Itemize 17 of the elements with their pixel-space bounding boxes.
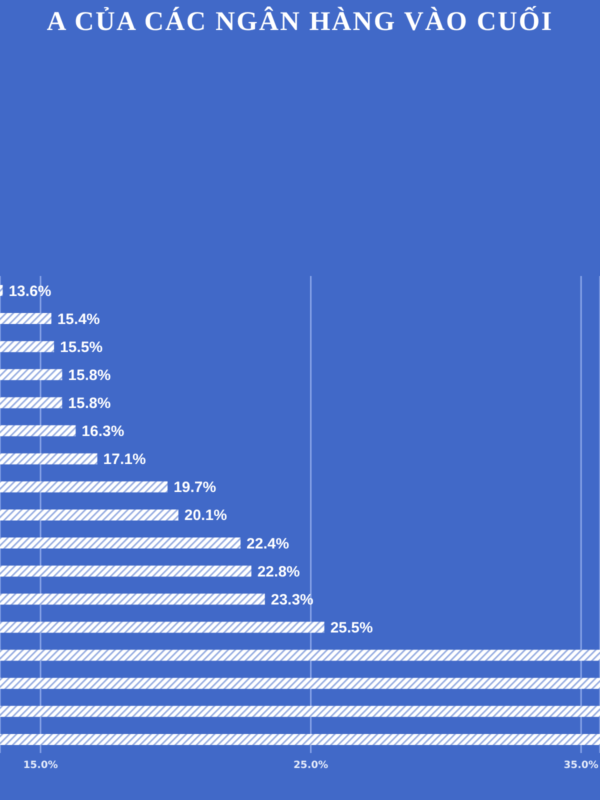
data-label: 16.3% <box>82 423 124 440</box>
data-label: 13.6% <box>8 282 52 300</box>
chart-title: A CỦA CÁC NGÂN HÀNG VÀO CUỐI <box>46 6 554 37</box>
data-label: 15.8% <box>68 394 111 412</box>
x-tick-label: 25.0% <box>293 760 328 772</box>
data-label: 17.1% <box>103 451 146 468</box>
data-label: 19.7% <box>174 479 216 496</box>
data-label: 15.4% <box>57 310 100 328</box>
data-label: 22.4% <box>246 535 290 552</box>
data-label: 22.8% <box>257 563 300 580</box>
data-label: 15.8% <box>68 366 111 384</box>
data-label: 25.5% <box>330 619 373 636</box>
x-tick-label: 15.0% <box>23 760 58 772</box>
data-label: 20.1% <box>184 507 227 524</box>
data-label: 15.5% <box>60 338 103 356</box>
data-label: 23.3% <box>270 591 314 608</box>
x-tick-label: 35.0% <box>564 760 598 772</box>
